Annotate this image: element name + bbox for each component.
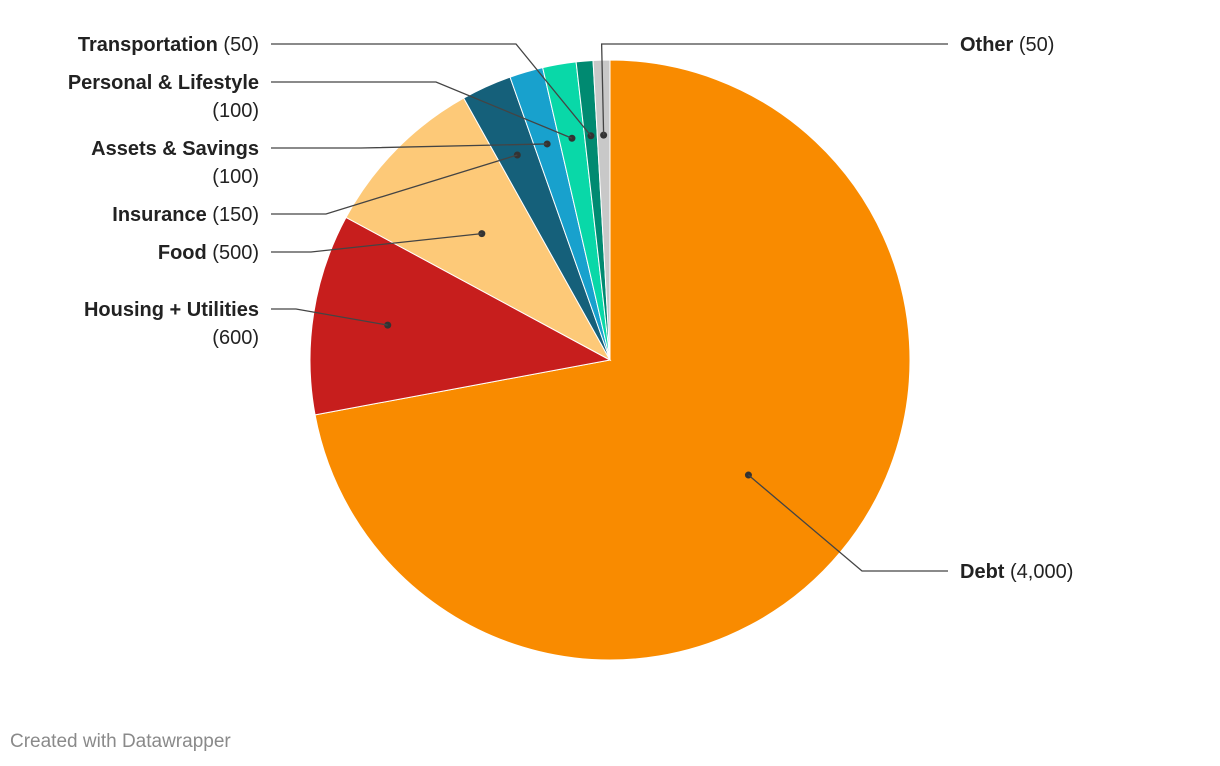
leader-line-housing-utilities [271,308,388,326]
pie-slice-debt [314,59,911,661]
slice-label-assets-savings-line-2: (100) [212,166,259,188]
leader-line-personal-lifestyle [271,81,573,139]
leader-line-food [271,232,482,253]
slice-labels: Debt (4,000) Housing + Utilities (600) Food… [68,34,1074,583]
slice-label-assets-savings-line-1: Assets & Savings [91,138,259,160]
slice-label-housing-utilities-line-2: (600) [212,327,259,349]
slice-label-other: Other (50) [960,34,1054,56]
leader-line-transportation [271,43,592,137]
slice-label-insurance: Insurance (150) [112,204,259,226]
credit-text: Created with Datawrapper [10,731,231,752]
slice-label-food: Food (500) [158,242,259,264]
slice-label-personal-lifestyle-line-1: Personal & Lifestyle [68,72,259,94]
pie-slice-housing-utilities [309,216,612,416]
leader-line-assets-savings [271,143,548,149]
pie-slices [309,59,911,661]
leader-line-insurance [271,154,518,215]
slice-label-personal-lifestyle-line-2: (100) [212,100,259,122]
slice-label-debt: Debt (4,000) [960,561,1073,583]
pie-slice-food [345,97,612,362]
slice-label-transportation: Transportation (50) [78,34,259,56]
leader-lines [271,43,948,572]
leader-line-debt [748,474,948,572]
slice-label-housing-utilities-line-1: Housing + Utilities [84,299,259,321]
leader-line-other [600,43,948,136]
